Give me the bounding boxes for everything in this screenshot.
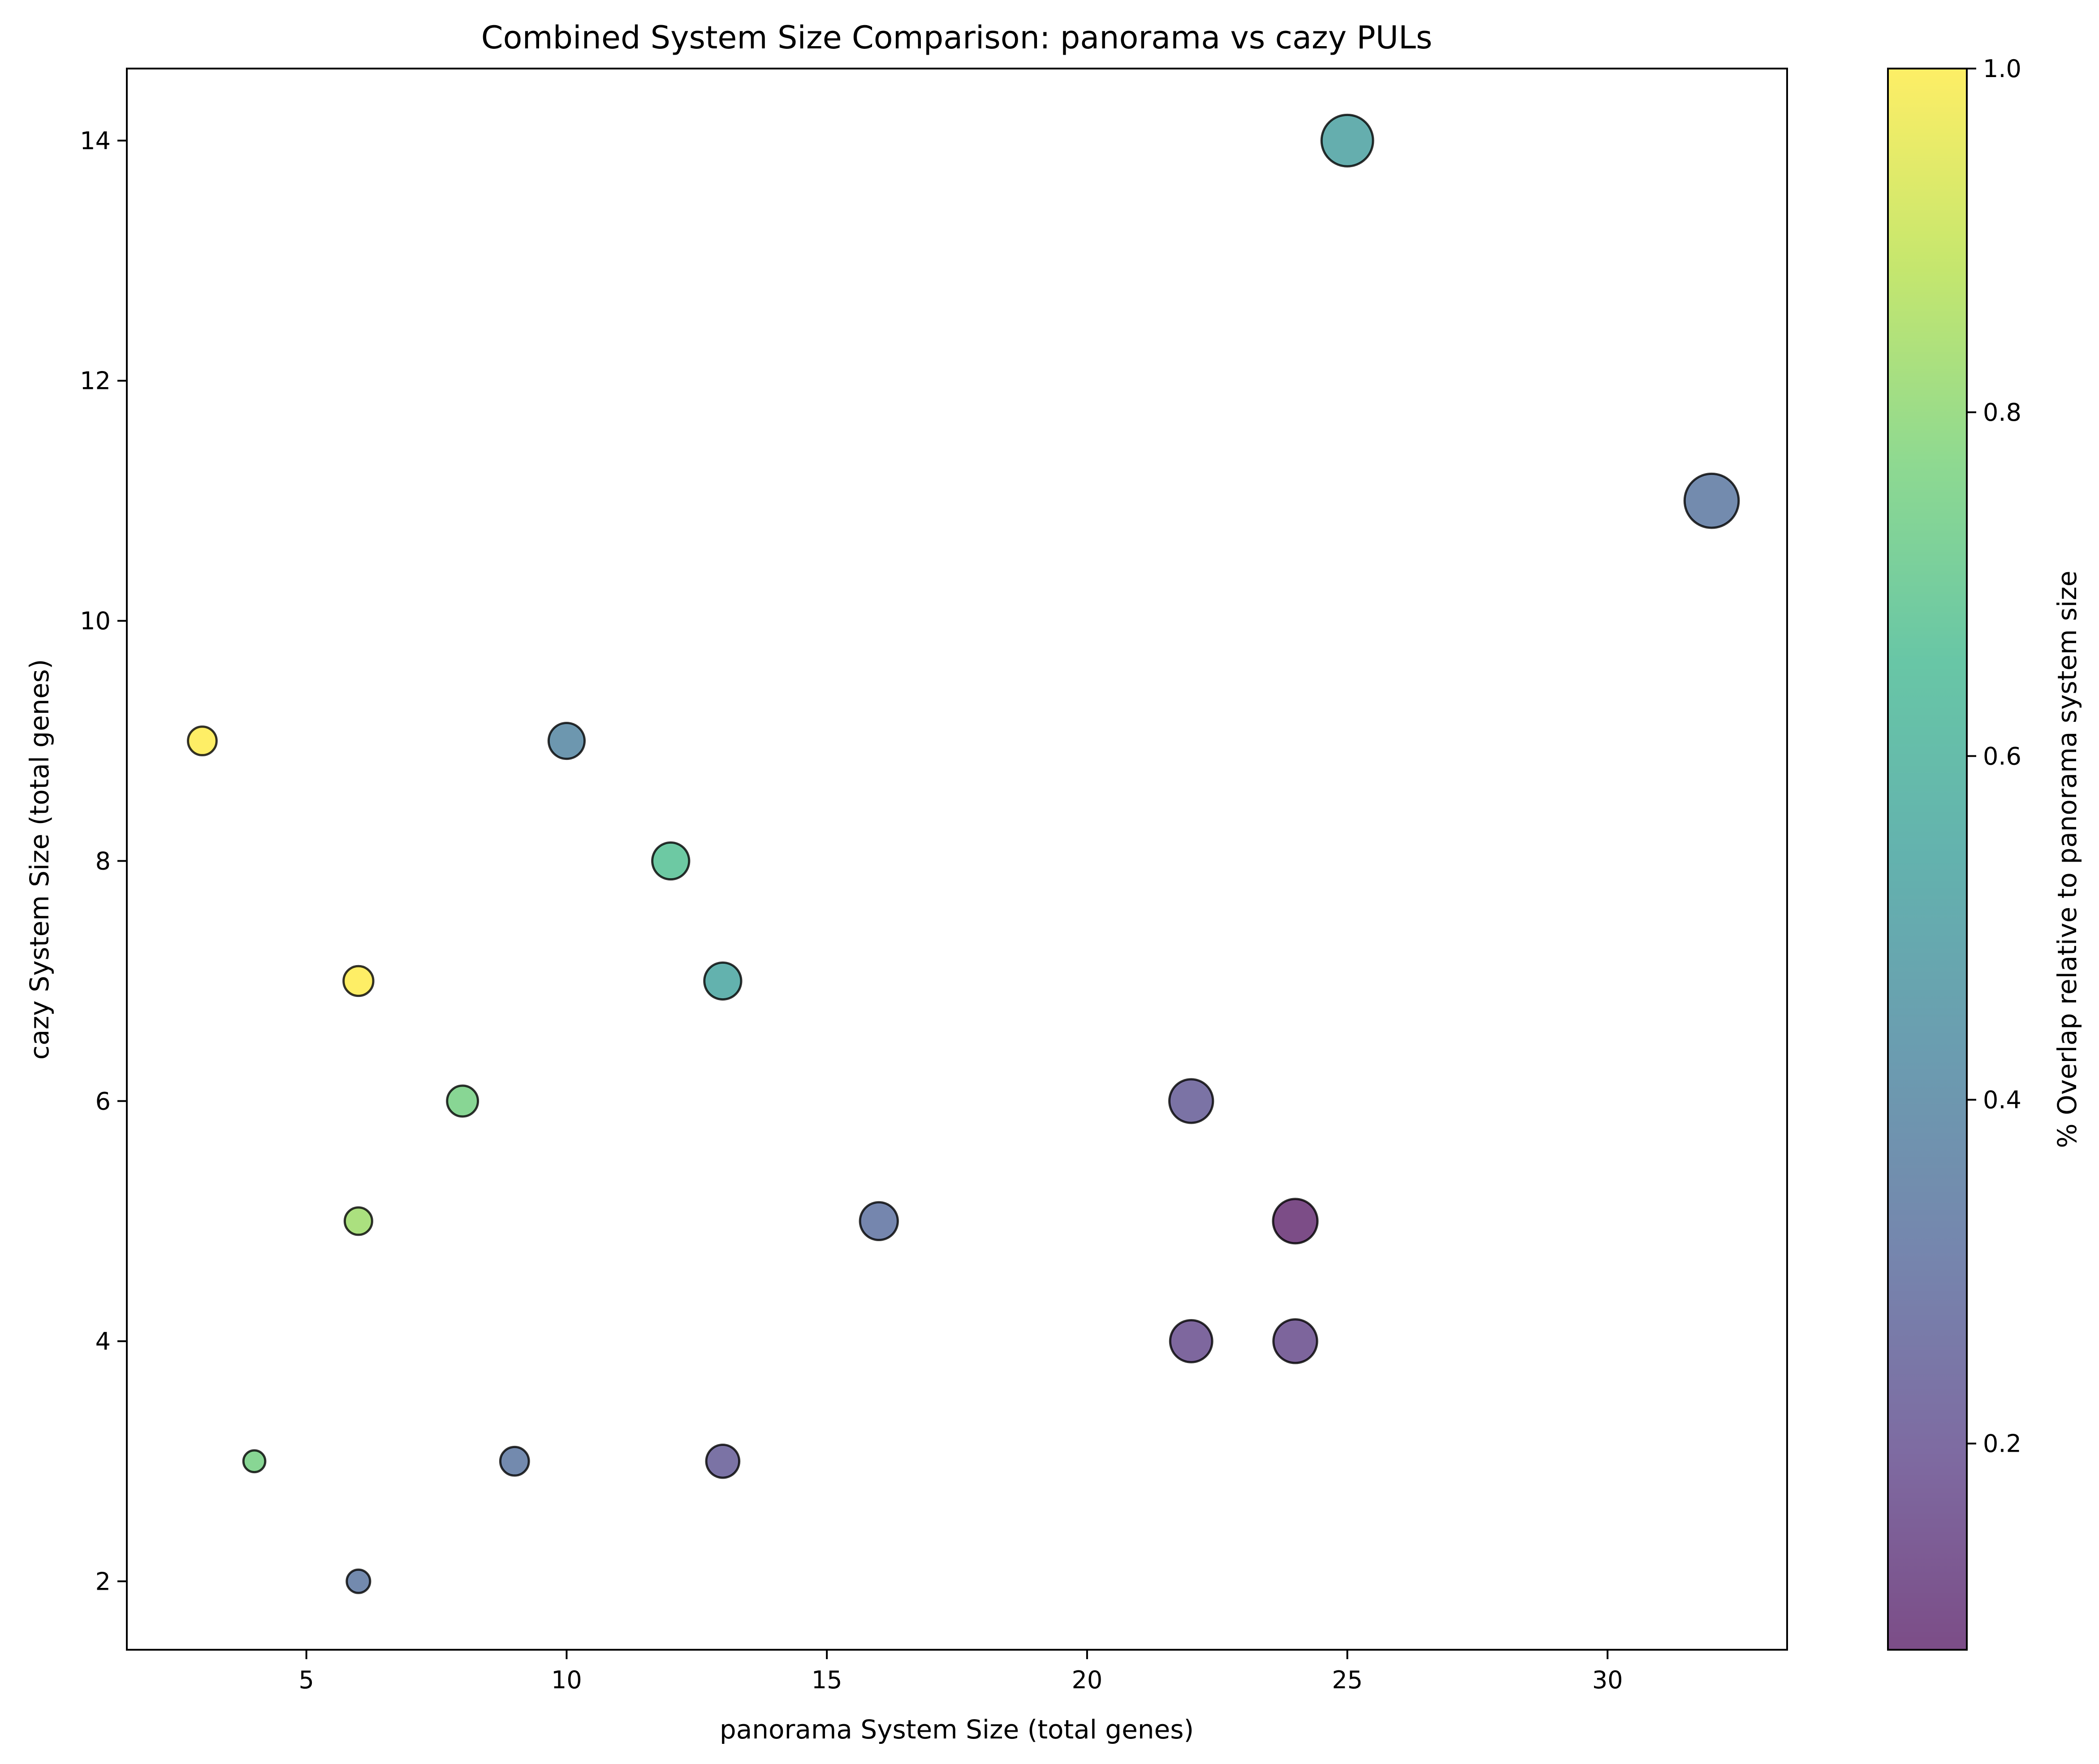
data-point-17 [1683, 472, 1740, 529]
data-point-2 [342, 965, 375, 997]
x-tick-label: 15 [812, 1666, 842, 1694]
colorbar-tick-label: 0.8 [1983, 398, 2021, 427]
y-tick-label: 2 [95, 1567, 111, 1596]
data-point-4 [346, 1568, 371, 1594]
colorbar-tick-label: 1.0 [1983, 55, 2021, 83]
y-tick-label: 6 [95, 1087, 111, 1115]
data-point-11 [859, 1201, 899, 1242]
x-axis-ticks: 5 10 15 20 25 30 [299, 1650, 1623, 1694]
colorbar-tick-label: 0.2 [1983, 1430, 2021, 1458]
x-tick-label: 20 [1072, 1666, 1103, 1694]
data-point-10 [705, 1444, 741, 1479]
colorbar-tick-label: 0.6 [1983, 742, 2021, 770]
chart-title: Combined System Size Comparison: panoram… [481, 19, 1432, 56]
colorbar-tick-label: 0.4 [1983, 1086, 2021, 1114]
colorbar-gradient [1888, 69, 1967, 1650]
x-tick-label: 5 [299, 1666, 314, 1694]
y-axis-label: cazy System Size (total genes) [24, 659, 55, 1060]
x-tick-label: 25 [1332, 1666, 1363, 1694]
x-tick-label: 10 [551, 1666, 582, 1694]
y-tick-label: 10 [80, 607, 111, 635]
x-axis-label: panorama System Size (total genes) [720, 1714, 1194, 1745]
plot-frame [126, 68, 1788, 1651]
y-tick-label: 8 [95, 847, 111, 876]
data-point-9 [703, 961, 743, 1001]
colorbar-label: % Overlap relative to panorama system si… [2052, 571, 2082, 1148]
data-point-15 [1272, 1318, 1318, 1364]
data-point-14 [1272, 1198, 1319, 1245]
data-point-0 [187, 725, 218, 756]
data-point-1 [242, 1449, 267, 1474]
y-tick-label: 14 [80, 127, 111, 155]
colorbar-ticks: 0.2 0.4 0.6 0.8 1.0 [1967, 55, 2021, 1458]
data-point-7 [547, 721, 586, 760]
colorbar: 0.2 0.4 0.6 0.8 1.0 % Overlap relative to pa… [1887, 55, 2082, 1651]
data-point-12 [1168, 1078, 1214, 1124]
colorbar-frame [1887, 68, 1968, 1651]
data-point-3 [343, 1206, 373, 1236]
x-tick-label: 30 [1592, 1666, 1623, 1694]
data-point-16 [1320, 113, 1374, 168]
data-point-13 [1169, 1319, 1214, 1363]
y-axis-ticks: 2 4 6 8 10 12 14 [80, 127, 127, 1596]
data-point-5 [446, 1084, 479, 1118]
y-tick-label: 4 [95, 1327, 111, 1355]
data-point-8 [651, 841, 691, 881]
plot-area [187, 113, 1740, 1594]
data-point-6 [499, 1445, 530, 1477]
y-tick-label: 12 [80, 367, 111, 395]
